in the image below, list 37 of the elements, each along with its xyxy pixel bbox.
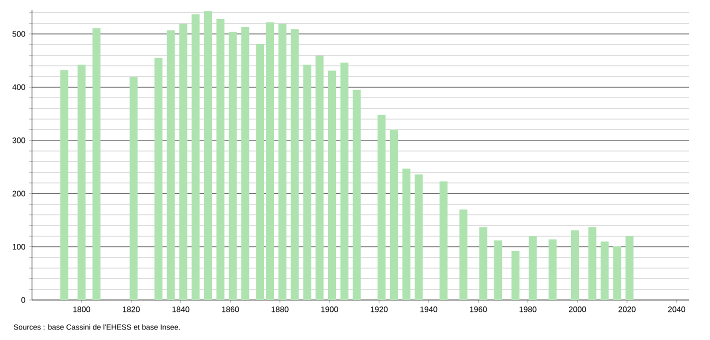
bar xyxy=(60,70,68,300)
bar xyxy=(390,130,398,300)
bar xyxy=(528,236,537,300)
bar xyxy=(192,14,200,300)
bar xyxy=(548,239,557,300)
bar xyxy=(459,210,468,300)
bar xyxy=(494,240,502,300)
bar xyxy=(266,22,274,300)
bar xyxy=(154,58,162,300)
bar xyxy=(511,251,520,300)
bar xyxy=(92,28,100,300)
bar xyxy=(402,168,410,300)
bar xyxy=(166,30,175,300)
bar xyxy=(600,241,609,300)
bar xyxy=(378,114,386,300)
bar xyxy=(278,24,286,300)
bar xyxy=(588,227,596,300)
bar xyxy=(241,27,250,300)
bar xyxy=(228,32,237,300)
bar xyxy=(256,44,264,300)
bar xyxy=(414,174,423,300)
bar xyxy=(290,29,299,300)
bar xyxy=(570,230,579,300)
bar xyxy=(303,64,312,300)
bar xyxy=(130,77,138,300)
bar xyxy=(626,236,634,300)
bar xyxy=(216,19,224,300)
bar xyxy=(340,62,348,300)
bar xyxy=(204,11,212,300)
bar xyxy=(440,181,448,300)
bar xyxy=(352,90,361,300)
bar xyxy=(179,24,188,300)
bar xyxy=(479,227,488,300)
bar xyxy=(328,70,336,300)
bar xyxy=(613,246,622,300)
bar xyxy=(78,64,86,300)
bar xyxy=(316,56,324,300)
